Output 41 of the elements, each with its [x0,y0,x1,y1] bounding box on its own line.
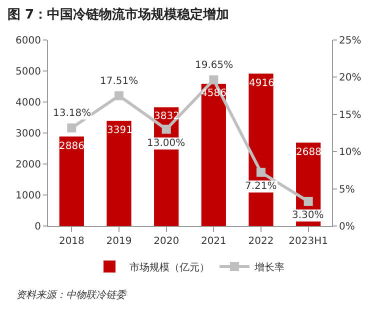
x-tick-label: 2021 [200,236,226,247]
y-tick-label: 0 [34,222,41,232]
point [209,75,218,84]
legend-label: 市场规模（亿元） [130,261,210,274]
y2-tick-label: 0% [339,222,355,232]
text: 资料来源：中物联冷链委 [16,289,127,301]
y-tick-label: 5000 [16,66,41,78]
bar [201,84,226,226]
y-tick-label: 1000 [16,190,41,202]
bar [59,136,84,226]
y2-tick-label: 25% [339,36,362,46]
x-tick-label: 2023H1 [288,236,328,247]
data-label: 2886 [59,141,84,152]
y2-tick-label: 15% [339,110,362,121]
y-tick-label: 4000 [16,98,41,108]
point [256,168,266,177]
point [162,124,171,134]
data-label: 3391 [107,125,132,136]
y-tick-label: 6000 [16,36,41,46]
data-label: 3.30% [292,210,324,221]
data-label: 4916 [249,78,274,89]
y-tick-label: 3000 [16,128,41,140]
x-tick-label: 2022 [248,236,274,247]
x-tick-label: 2019 [106,236,132,247]
data-label: 7.21% [245,181,277,192]
x-tick-label: 2018 [58,236,84,247]
legend-label: 增长率 [254,261,284,274]
data-label: 17.51% [100,76,138,87]
data-label: 13.00% [147,138,186,149]
y2-tick-label: 20% [339,72,362,84]
y2-tick-label: 5% [339,184,355,196]
y2-tick-label: 10% [339,147,362,158]
point [67,123,76,132]
chart-title: 图 7：中国冷链物流市场规模稳定增加 [8,6,230,23]
x-tick-label: 2020 [154,236,180,247]
point [304,196,313,206]
data-label: 19.65% [195,60,234,71]
point [114,91,124,100]
y-tick-label: 2000 [16,160,41,170]
bar [106,120,132,226]
data-label: 13.18% [53,108,92,119]
